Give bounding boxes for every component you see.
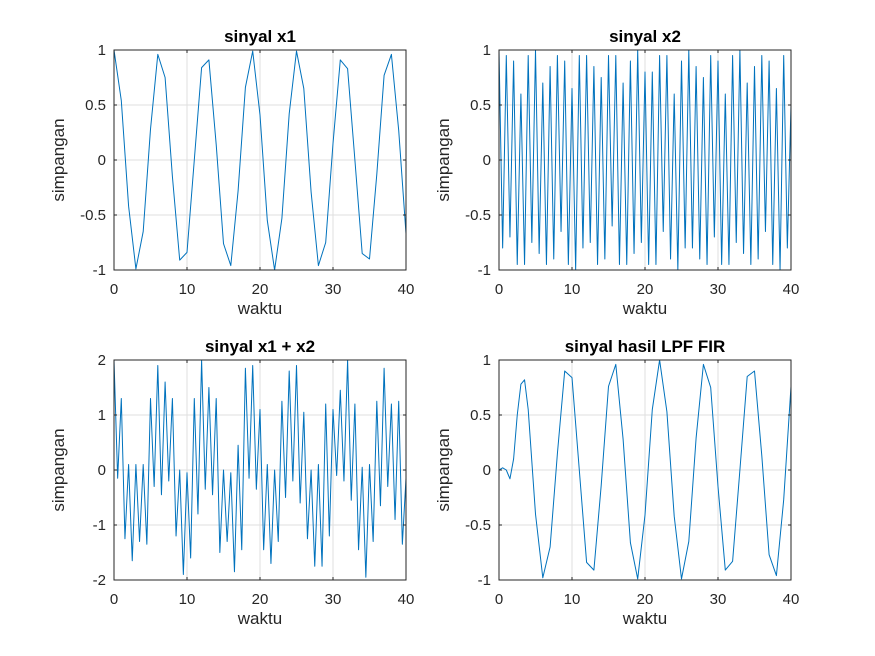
x-tick-label: 10 [564,591,581,608]
y-tick-label: 0.5 [470,97,491,114]
x-tick-label: 0 [495,281,503,298]
subplot-sinyal-x1-x2: 0 10 20 30 40 -2 -1 0 1 2 sinyal x1 + x2 waktu simpa… [49,337,414,628]
y-tick-label: 1 [98,407,106,424]
x-tick-label: 10 [564,281,581,298]
y-axis-label: simpangan [49,428,68,511]
y-tick-label: -1 [478,262,491,279]
y-tick-label: 1 [483,352,491,369]
chart-title: sinyal hasil LPF FIR [565,337,726,356]
x-tick-label: 40 [783,281,800,298]
subplot-sinyal-x2: 0 10 20 30 40 -1 -0.5 0 0.5 1 sinyal x2 waktu simpan… [434,27,799,318]
y-tick-label: -1 [478,572,491,589]
x-axis-label: waktu [622,609,667,628]
x-tick-label: 30 [710,281,727,298]
y-tick-label: 1 [483,42,491,59]
y-tick-label: 0.5 [470,407,491,424]
y-tick-label: -1 [93,262,106,279]
y-tick-label: 0 [483,462,491,479]
y-tick-label: -0.5 [465,207,491,224]
x-tick-label: 0 [110,591,118,608]
y-tick-label: 0.5 [85,97,106,114]
y-tick-label: 0 [483,152,491,169]
y-axis-label: simpangan [434,428,453,511]
x-tick-label: 30 [325,591,342,608]
x-tick-label: 10 [179,281,196,298]
x-tick-label: 30 [710,591,727,608]
y-tick-label: 0 [98,152,106,169]
x-tick-label: 10 [179,591,196,608]
y-axis-label: simpangan [434,118,453,201]
y-tick-label: -0.5 [465,517,491,534]
y-tick-label: 0 [98,462,106,479]
y-tick-label: 2 [98,352,106,369]
y-tick-label: -0.5 [80,207,106,224]
x-tick-label: 20 [252,591,269,608]
chart-title: sinyal x1 + x2 [205,337,315,356]
x-tick-label: 20 [252,281,269,298]
series-line [498,49,792,271]
subplot-sinyal-x1: 0 10 20 30 40 -1 -0.5 0 0.5 1 sinyal x1 waktu simpan… [49,27,414,318]
x-tick-label: 40 [398,281,415,298]
x-tick-label: 40 [783,591,800,608]
chart-title: sinyal x2 [609,27,681,46]
x-tick-label: 30 [325,281,342,298]
series-line [113,359,407,578]
x-axis-label: waktu [237,609,282,628]
x-axis-label: waktu [622,299,667,318]
y-tick-label: -1 [93,517,106,534]
x-tick-label: 0 [495,591,503,608]
x-tick-label: 20 [637,281,654,298]
y-tick-label: -2 [93,572,106,589]
x-tick-label: 20 [637,591,654,608]
y-tick-label: 1 [98,42,106,59]
x-axis-label: waktu [237,299,282,318]
x-tick-label: 0 [110,281,118,298]
y-axis-label: simpangan [49,118,68,201]
chart-title: sinyal x1 [224,27,296,46]
series-line [113,49,407,271]
x-tick-label: 40 [398,591,415,608]
series-line [498,359,792,580]
subplot-sinyal-hasil-lpf-fir: 0 10 20 30 40 -1 -0.5 0 0.5 1 sinyal hasil LPF FIR… [434,337,799,628]
